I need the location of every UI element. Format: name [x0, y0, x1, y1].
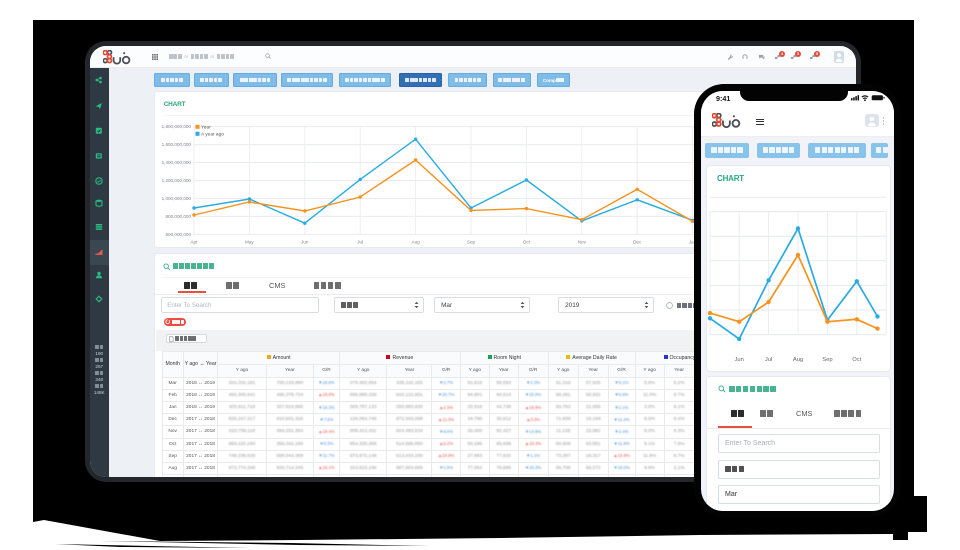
svg-text:Oct: Oct [852, 357, 861, 363]
svg-text:Aug: Aug [793, 357, 803, 363]
svg-text:Sep: Sep [822, 357, 832, 363]
svg-text:A year ago: A year ago [201, 132, 224, 138]
svg-text:600,000,000: 600,000,000 [165, 232, 191, 237]
svg-text:1,600,000,000: 1,600,000,000 [162, 142, 192, 147]
svg-text:1,800,000,000: 1,800,000,000 [162, 124, 192, 129]
svg-text:Jul: Jul [357, 240, 363, 245]
svg-text:Jun: Jun [301, 240, 309, 245]
svg-text:Aug: Aug [412, 240, 421, 245]
svg-text:800,000,000: 800,000,000 [165, 214, 191, 219]
svg-text:Jun: Jun [735, 357, 744, 363]
svg-text:Dec: Dec [633, 240, 642, 245]
svg-text:1,400,000,000: 1,400,000,000 [162, 160, 192, 165]
svg-text:Oct: Oct [523, 240, 531, 245]
svg-text:Jul: Jul [765, 357, 772, 363]
svg-text:1,000,000,000: 1,000,000,000 [162, 196, 192, 201]
svg-text:Year: Year [201, 125, 211, 131]
svg-text:Sep: Sep [467, 240, 476, 245]
svg-text:Nov: Nov [578, 240, 587, 245]
svg-text:Jan: Jan [689, 240, 697, 245]
svg-text:May: May [245, 240, 254, 245]
svg-text:1,200,000,000: 1,200,000,000 [162, 178, 192, 183]
svg-text:Apr: Apr [190, 240, 198, 245]
